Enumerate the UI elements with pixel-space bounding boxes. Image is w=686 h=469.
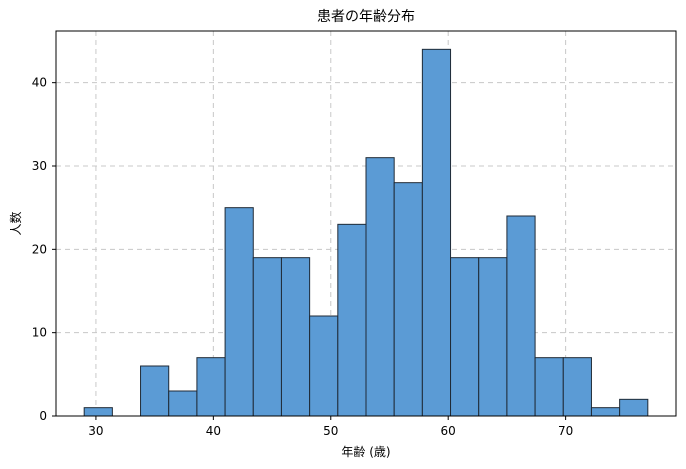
histogram-bar (421, 48, 452, 417)
x-tick-label: 60 (441, 424, 456, 438)
y-tick-label: 10 (32, 326, 47, 340)
histogram-bar (196, 357, 226, 417)
histogram-bar (224, 207, 254, 417)
histogram-bar (252, 257, 282, 417)
histogram-bar (478, 257, 508, 417)
histogram-bar (309, 315, 339, 417)
y-tick-label: 40 (32, 76, 47, 90)
histogram-bar (534, 357, 564, 417)
histogram-bar (450, 257, 480, 417)
x-axis: 30 40 50 60 70 (88, 416, 573, 438)
bars-layer (83, 48, 649, 417)
histogram-bar (506, 215, 536, 417)
x-tick-label: 30 (88, 424, 103, 438)
histogram-bar (280, 257, 311, 417)
histogram-bar (590, 407, 621, 417)
y-tick-label: 30 (32, 159, 47, 173)
histogram-bar (562, 357, 592, 417)
histogram-bar (365, 157, 395, 417)
histogram-bar (140, 365, 170, 417)
x-axis-label: 年齢 (歳) (341, 444, 390, 459)
y-axis-label: 人数 (8, 211, 23, 235)
x-tick-label: 50 (323, 424, 338, 438)
y-axis: 0 10 20 30 40 (32, 76, 56, 423)
y-tick-label: 0 (39, 409, 47, 423)
x-tick-label: 40 (206, 424, 221, 438)
histogram-bar (337, 223, 367, 417)
y-tick-label: 20 (32, 242, 47, 256)
histogram-bar (83, 407, 113, 417)
histogram-bar (393, 182, 423, 417)
histogram-bar (619, 398, 649, 417)
histogram-bar (168, 390, 198, 417)
x-tick-label: 70 (558, 424, 573, 438)
plot-frame (55, 30, 677, 417)
chart-title: 患者の年齢分布 (317, 9, 415, 25)
